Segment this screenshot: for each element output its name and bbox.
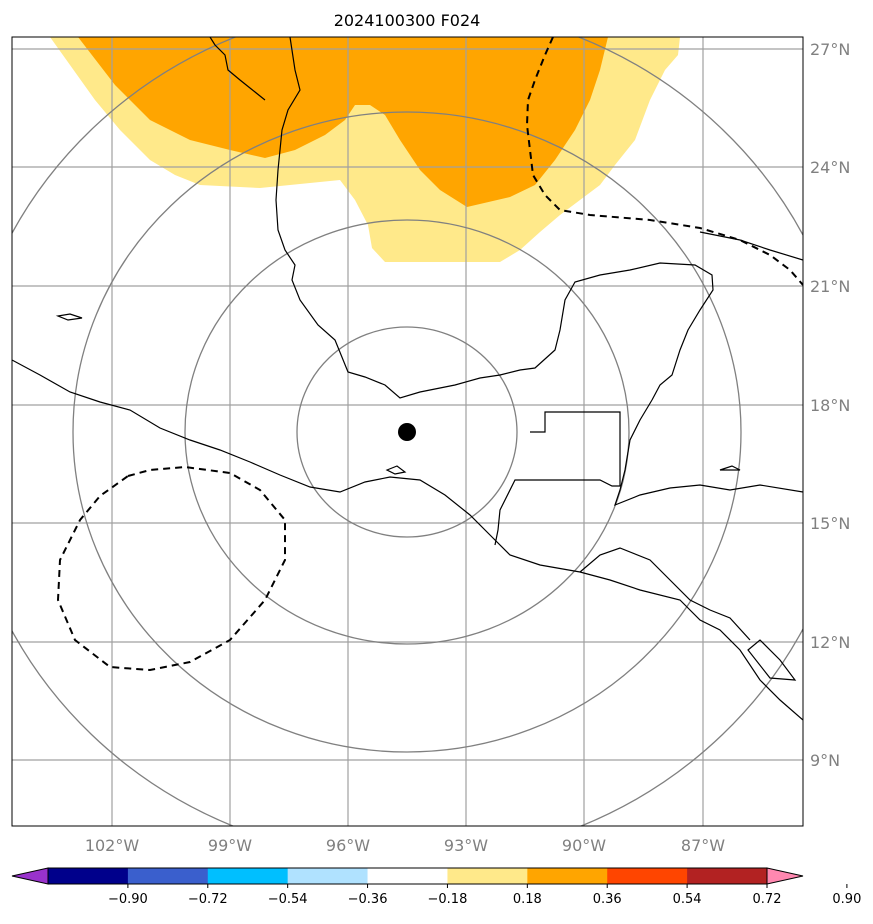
colorbar-tick-label: −0.18 [428, 892, 468, 907]
colorbar-frame [47, 867, 768, 885]
colorbar-segment [607, 868, 688, 884]
graticule [12, 37, 803, 826]
colorbar-tick-label: 0.54 [673, 892, 702, 907]
colorbar-tick-label: 0.36 [593, 892, 622, 907]
colorbar-extend-right [766, 867, 804, 885]
lat-label: 12°N [810, 633, 850, 652]
colorbar-tick-label: −0.36 [348, 892, 388, 907]
colorbar-extend-left [11, 867, 49, 885]
anomaly-fill-orange [78, 37, 608, 207]
lat-label: 21°N [810, 277, 850, 296]
colorbar-segment [367, 868, 448, 884]
map-title: 2024100300 F024 [334, 11, 481, 30]
range-ring-3 [72, 111, 742, 753]
colorbar-segment [687, 868, 768, 884]
map-area [12, 37, 803, 826]
range-rings [12, 37, 803, 826]
range-ring-1 [296, 326, 518, 538]
colorbar-segment [207, 868, 289, 884]
lon-label: 90°W [562, 836, 606, 855]
map-frame [11, 36, 804, 827]
colorbar-tick-label: −0.90 [108, 892, 148, 907]
colorbar-segment [48, 868, 129, 884]
lon-labels: 102°W 99°W 96°W 93°W 90°W 87°W [85, 836, 725, 855]
lat-label: 27°N [810, 40, 850, 59]
lat-label: 15°N [810, 514, 850, 533]
lat-labels: 27°N 24°N 21°N 18°N 15°N 12°N 9°N [810, 40, 850, 770]
colorbar-tick-label: 0.18 [513, 892, 542, 907]
dashed-contours [56, 37, 803, 672]
colorbar-segment [287, 868, 369, 884]
dashed-contour-southwest [56, 465, 286, 672]
colorbar-tick-label: 0.72 [753, 892, 782, 907]
range-ring-2 [184, 219, 630, 645]
storm-center-marker [398, 423, 416, 441]
colorbar [11, 867, 804, 885]
colorbar-tick-label: −0.54 [268, 892, 308, 907]
lat-label: 9°N [810, 751, 840, 770]
colorbar-segment [447, 868, 528, 884]
colorbar-tick-label: −0.72 [188, 892, 228, 907]
coastlines [12, 37, 803, 721]
lon-label: 99°W [208, 836, 252, 855]
colorbar-tick-label: 0.90 [832, 892, 861, 907]
dashed-contour-east [525, 37, 803, 286]
lat-label: 18°N [810, 396, 850, 415]
colorbar-ticks: −0.90 −0.72 −0.54 −0.36 −0.18 0.18 0.36 0.54 0.7… [108, 884, 861, 907]
lon-label: 93°W [444, 836, 488, 855]
lon-label: 87°W [681, 836, 725, 855]
lon-label: 102°W [85, 836, 140, 855]
lon-label: 96°W [326, 836, 370, 855]
colorbar-segment [127, 868, 209, 884]
colorbar-segment [527, 868, 608, 884]
lat-label: 24°N [810, 158, 850, 177]
